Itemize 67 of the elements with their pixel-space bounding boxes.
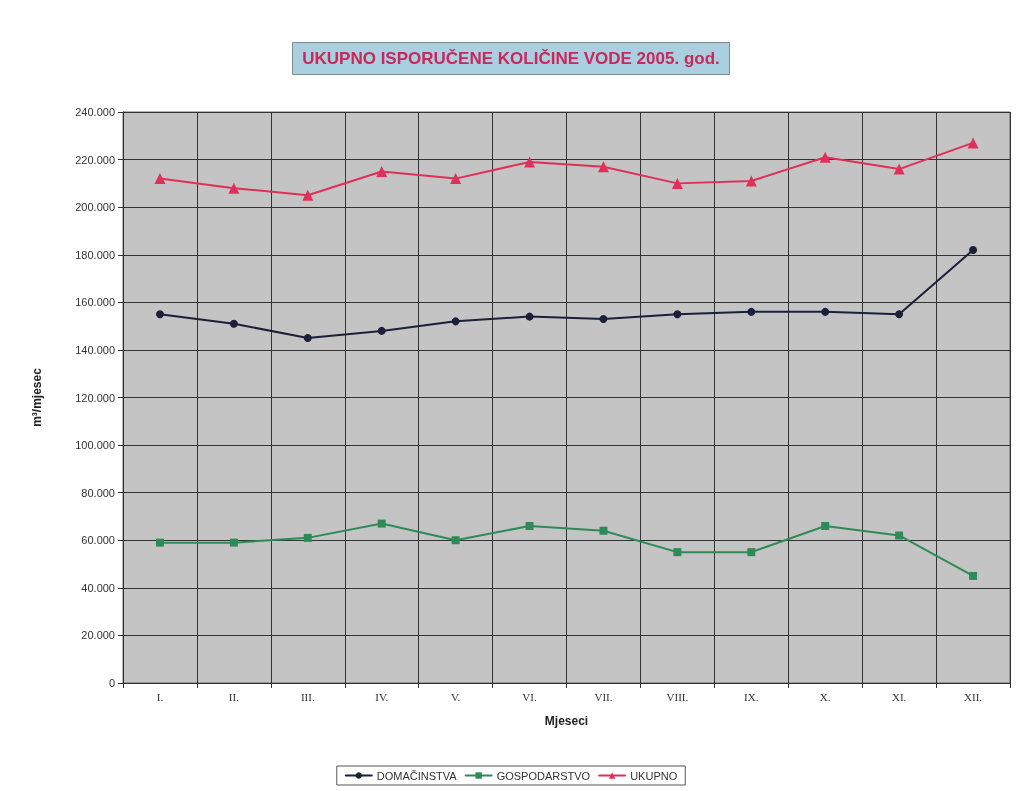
x-tick-label: VI. — [522, 690, 537, 703]
y-tick-label: 40.000 — [81, 581, 115, 594]
y-tick-label: 220.000 — [75, 153, 115, 166]
point — [745, 175, 757, 187]
x-tick-label: II. — [228, 690, 240, 703]
x-tick-label: V. — [450, 690, 461, 703]
x-tick-label: VII. — [594, 690, 613, 703]
point — [303, 533, 312, 542]
point — [229, 319, 238, 328]
x-tick-label: IX. — [744, 690, 759, 703]
point — [821, 521, 830, 530]
x-tick-label: III. — [300, 690, 315, 703]
point — [228, 182, 240, 194]
y-tick-label: 80.000 — [81, 486, 115, 499]
point — [893, 163, 905, 175]
point — [747, 307, 756, 316]
point — [599, 526, 608, 535]
point — [895, 310, 904, 319]
point — [819, 151, 831, 163]
x-axis-title: Mjeseci — [544, 714, 589, 728]
point — [377, 326, 386, 335]
y-tick-label: 160.000 — [75, 296, 115, 309]
x-tick-label: XII. — [964, 690, 983, 703]
y-tick-label: 140.000 — [75, 343, 115, 356]
point — [154, 173, 166, 185]
legend-label: DOMAČINSTVA — [376, 769, 458, 782]
point — [376, 165, 388, 177]
point — [302, 189, 314, 201]
point — [671, 177, 683, 189]
point — [525, 312, 534, 321]
legend-label: GOSPODARSTVO — [496, 769, 591, 782]
point — [967, 137, 979, 149]
y-tick-label: 180.000 — [75, 248, 115, 261]
point — [377, 519, 386, 528]
y-tick-label: 100.000 — [75, 439, 115, 452]
point — [524, 156, 536, 168]
point — [895, 531, 904, 540]
y-tick-label: 0 — [108, 677, 115, 689]
x-tick-label: VIII. — [666, 690, 689, 703]
point — [821, 307, 830, 316]
point — [747, 548, 756, 557]
x-tick-label: XI. — [891, 690, 907, 703]
point — [303, 334, 312, 343]
point — [229, 538, 238, 547]
y-tick-label: 120.000 — [75, 391, 115, 404]
point — [450, 173, 462, 185]
x-tick-label: X. — [819, 690, 831, 703]
point — [969, 571, 978, 580]
point — [599, 314, 608, 323]
y-tick-label: 240.000 — [75, 106, 115, 118]
legend-label: UKUPNO — [630, 769, 678, 782]
y-tick-label: 60.000 — [81, 534, 115, 547]
point — [969, 245, 978, 254]
point — [155, 310, 164, 319]
chart-title: UKUPNO ISPORUČENE KOLIČINE VODE 2005. god. — [302, 49, 720, 68]
point — [597, 161, 609, 173]
point — [673, 310, 682, 319]
point — [451, 317, 460, 326]
point — [155, 538, 164, 547]
point — [673, 548, 682, 557]
point — [525, 521, 534, 530]
y-axis-title: m³/mjesec — [30, 367, 44, 427]
y-tick-label: 200.000 — [75, 201, 115, 214]
point — [451, 536, 460, 545]
x-tick-label: I. — [156, 690, 164, 703]
y-tick-label: 20.000 — [81, 629, 115, 642]
x-tick-label: IV. — [375, 690, 389, 703]
